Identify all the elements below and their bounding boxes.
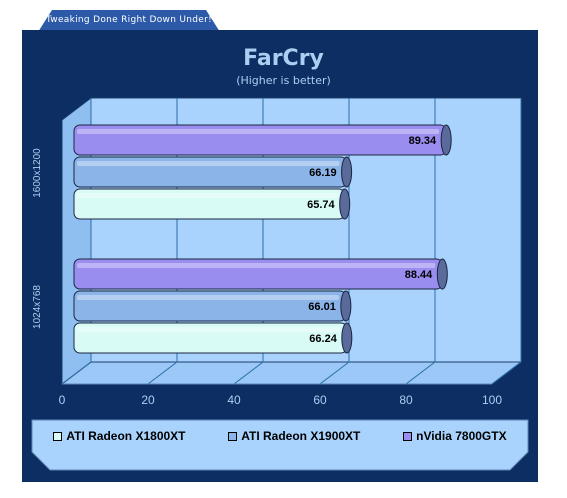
y-category-label: 1600x1200	[32, 148, 43, 198]
banner-tab	[38, 10, 220, 32]
x-tick-label: 20	[141, 393, 155, 407]
x-tick-label: 100	[482, 393, 502, 407]
data-label: 89.34	[409, 135, 437, 147]
bar-end-cap	[340, 290, 352, 322]
bar-highlight	[77, 193, 338, 198]
bar-highlight	[77, 327, 340, 332]
x-tick-label: 0	[59, 393, 66, 407]
bar-end-cap	[436, 258, 448, 290]
chart-title: FarCry	[243, 46, 324, 71]
legend-label: ATI Radeon X1800XT	[66, 429, 186, 443]
grid-floor-line	[491, 361, 522, 385]
data-label: 66.19	[309, 167, 337, 179]
bar-highlight	[77, 161, 340, 166]
bar-highlight	[77, 295, 339, 300]
grid-floor-line	[405, 361, 436, 385]
bar-end-cap	[339, 188, 351, 220]
x-tick-label: 60	[313, 393, 327, 407]
legend-label: ATI Radeon X1900XT	[241, 429, 361, 443]
legend-item: nVidia 7800GTX	[403, 429, 507, 443]
legend-swatch	[403, 431, 413, 441]
legend-item: ATI Radeon X1900XT	[228, 429, 360, 443]
legend-label: nVidia 7800GTX	[416, 429, 507, 443]
data-label: 88.44	[405, 269, 433, 281]
bar-highlight	[77, 129, 440, 134]
chart-subtitle: (Higher is better)	[236, 74, 331, 87]
grid-floor-line	[319, 361, 350, 385]
banner-text: Tweaking Done Right Down Under!	[45, 15, 213, 25]
x-tick-label: 40	[227, 393, 241, 407]
bar-end-cap	[440, 124, 452, 156]
legend-swatch	[228, 431, 238, 441]
x-tick-label: 80	[399, 393, 413, 407]
data-label: 66.01	[308, 301, 336, 313]
grid-floor-line	[233, 361, 264, 385]
data-label: 65.74	[307, 199, 335, 211]
bar-end-cap	[341, 322, 353, 354]
data-label: 66.24	[309, 333, 337, 345]
bar-highlight	[77, 263, 436, 268]
grid-floor-line	[61, 361, 92, 385]
grid-floor-line	[147, 361, 178, 385]
plot-floor	[60, 361, 523, 385]
y-category-label: 1024x768	[32, 285, 43, 329]
bar-end-cap	[341, 156, 353, 188]
legend-swatch	[53, 431, 63, 441]
chart-legend: ATI Radeon X1800XT ATI Radeon X1900XT nVid…	[32, 420, 528, 452]
legend-item: ATI Radeon X1800XT	[53, 429, 186, 443]
